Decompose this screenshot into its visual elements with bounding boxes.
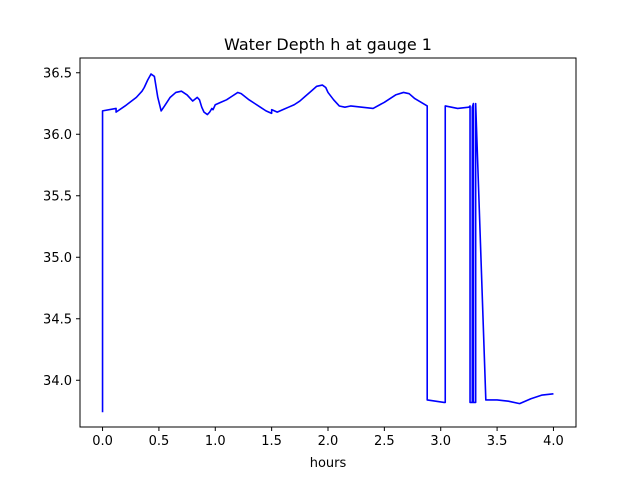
x-tick-label: 3.0 (430, 434, 451, 449)
series-line-0 (101, 73, 554, 413)
y-tick-label: 34.5 (43, 312, 72, 327)
y-tick-label: 34.0 (43, 374, 72, 389)
x-axis: 0.0 0.5 1.0 1.5 2.0 2.5 3.0 3.5 4.0 (92, 427, 564, 449)
y-tick-label: 35.5 (43, 189, 72, 204)
x-tick-label: 0.0 (92, 434, 113, 449)
y-axis: 34.0 34.5 35.0 35.5 36.0 36.5 (43, 66, 80, 389)
plot-area (101, 73, 554, 413)
y-tick-label: 36.0 (43, 128, 72, 143)
x-tick-label: 2.0 (318, 434, 339, 449)
y-tick-label: 35.0 (43, 251, 72, 266)
x-tick-label: 2.5 (374, 434, 395, 449)
chart-title: Water Depth h at gauge 1 (224, 35, 432, 54)
x-tick-label: 1.0 (205, 434, 226, 449)
x-tick-label: 3.5 (487, 434, 508, 449)
y-tick-label: 36.5 (43, 66, 72, 81)
x-tick-label: 4.0 (543, 434, 564, 449)
x-tick-label: 1.5 (261, 434, 282, 449)
x-tick-label: 0.5 (149, 434, 170, 449)
plot-frame (79, 57, 577, 428)
x-axis-label: hours (310, 456, 347, 471)
